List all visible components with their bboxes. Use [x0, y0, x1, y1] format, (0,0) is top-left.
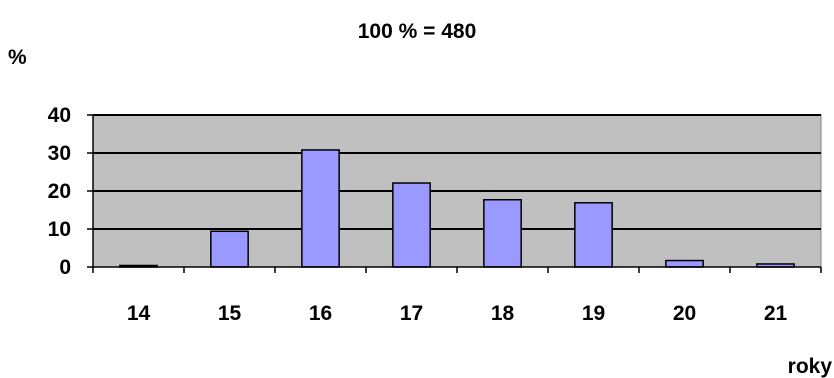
bar-19: [574, 202, 613, 268]
bar-17: [392, 182, 431, 268]
y-tick-label: 0: [59, 256, 71, 279]
x-tick-label: 16: [309, 302, 332, 325]
x-tick-label: 14: [127, 302, 151, 325]
y-tick-label: 10: [48, 218, 71, 241]
y-axis-label: %: [8, 46, 27, 69]
y-tick-label: 30: [48, 142, 71, 165]
axes: [87, 114, 822, 273]
y-tick-label: 40: [48, 104, 71, 127]
x-axis-label: roky: [788, 355, 833, 378]
x-tick-labels: 14 15 16 17 18 19 20 21: [127, 302, 788, 325]
x-tick-label: 19: [582, 302, 605, 325]
bar-15: [210, 230, 249, 268]
bar-16: [301, 149, 340, 268]
x-tick-label: 18: [491, 302, 515, 325]
chart-title: 100 % = 480: [358, 20, 477, 43]
bar-18: [483, 198, 522, 268]
x-tick-label: 15: [218, 302, 242, 325]
gridlines: [93, 114, 821, 230]
y-tick-labels: 0 10 20 30 40: [48, 104, 71, 279]
x-tick-label: 20: [673, 302, 696, 325]
x-tick-label: 17: [400, 302, 423, 325]
x-tick-label: 21: [764, 302, 788, 325]
y-tick-label: 20: [48, 180, 71, 203]
bar-20: [665, 259, 704, 268]
